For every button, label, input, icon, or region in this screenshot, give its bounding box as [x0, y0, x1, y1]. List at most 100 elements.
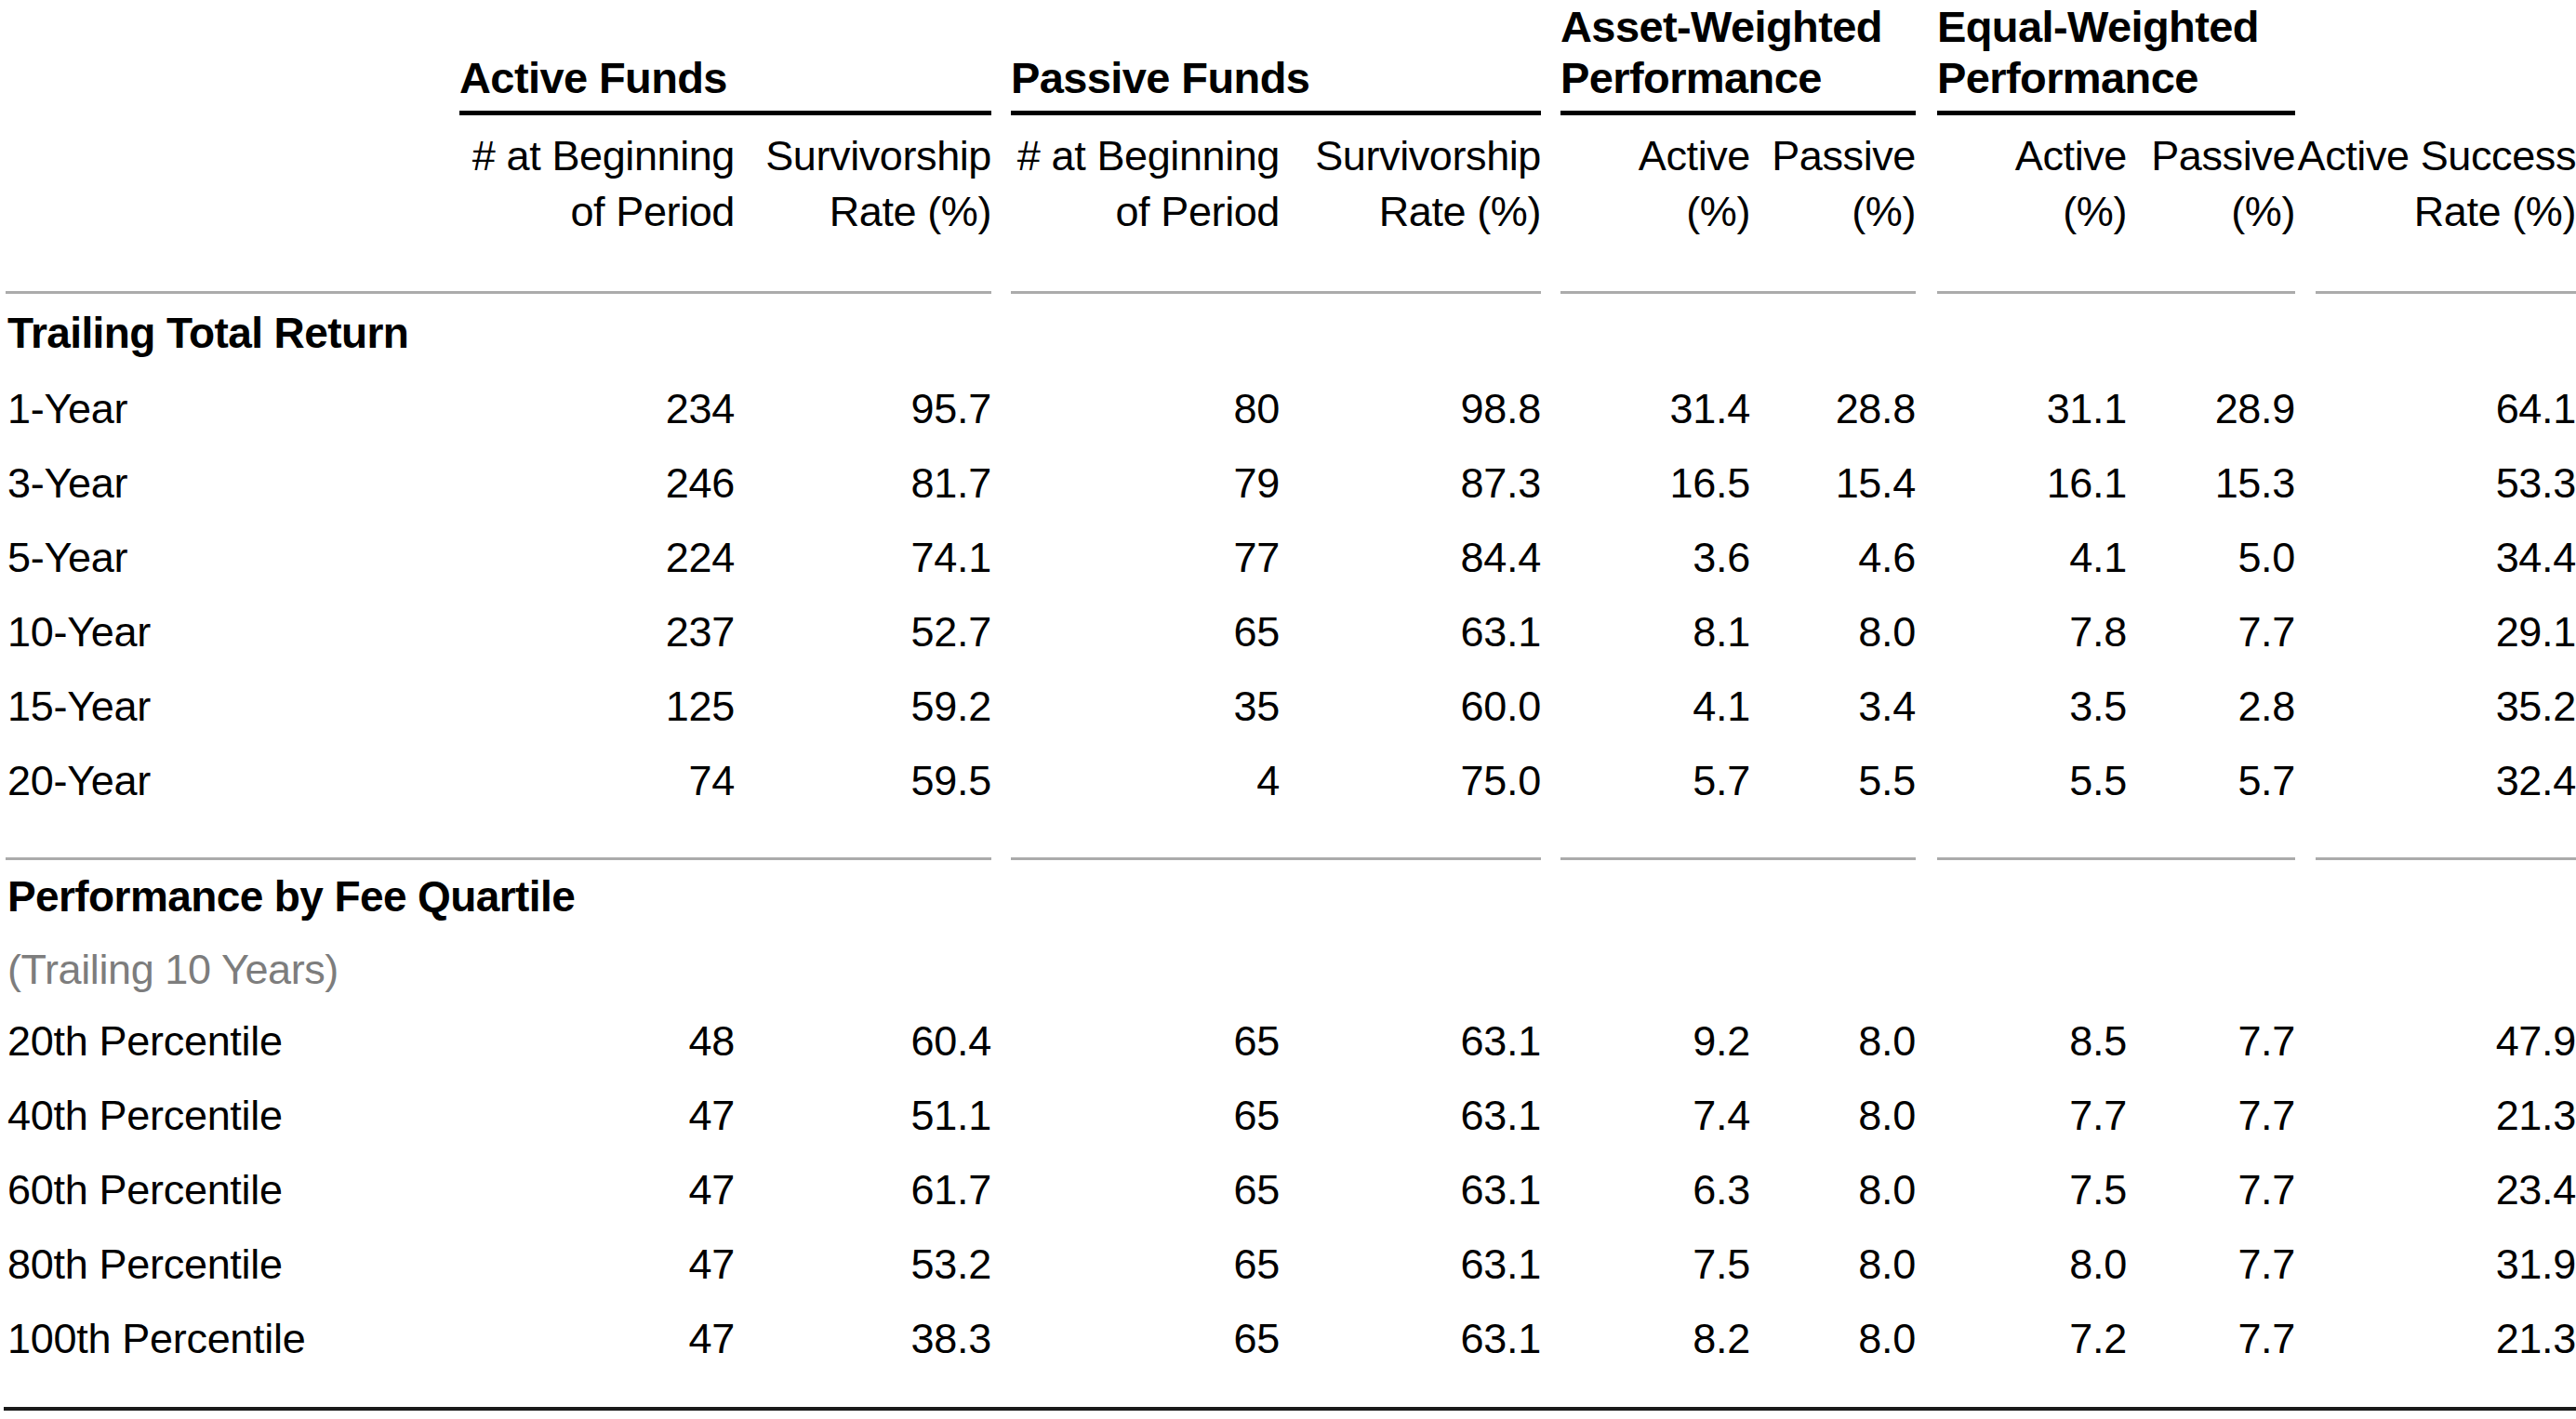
- table-row: 20-Year7459.5475.05.75.55.55.732.4: [0, 744, 2576, 818]
- metric-cell: 29.1: [2295, 595, 2576, 670]
- metric-cell: 7.2: [1916, 1302, 2127, 1376]
- column-header-line: Active Success: [2295, 128, 2576, 184]
- group-title-line: Equal-Weighted: [1937, 1, 2295, 52]
- metric-cell: 48: [446, 1004, 735, 1079]
- metric-cell: 7.7: [2127, 1079, 2295, 1153]
- metric-cell: 34.4: [2295, 521, 2576, 595]
- group-title-line: Asset-Weighted: [1560, 1, 1916, 52]
- metric-cell: 8.0: [1750, 1153, 1916, 1227]
- table-body: Trailing Total Return1-Year23495.78098.8…: [0, 294, 2576, 1407]
- metric-cell: 5.7: [2127, 744, 2295, 818]
- table-bottom-rule: [4, 1407, 2576, 1411]
- metric-cell: 237: [446, 595, 735, 670]
- metric-cell: 52.7: [735, 595, 991, 670]
- metric-cell: 74: [446, 744, 735, 818]
- row-label: 20-Year: [0, 744, 446, 818]
- metric-cell: 23.4: [2295, 1153, 2576, 1227]
- table-row: 1-Year23495.78098.831.428.831.128.964.1: [0, 372, 2576, 446]
- metric-cell: 234: [446, 372, 735, 446]
- column-header-line: Passive: [1750, 128, 1916, 184]
- metric-cell: 3.6: [1541, 521, 1750, 595]
- corner-cell: [0, 0, 446, 115]
- metric-cell: 47: [446, 1302, 735, 1376]
- column-header-line: of Period: [446, 184, 735, 240]
- metric-cell: 59.5: [735, 744, 991, 818]
- metric-cell: 15.3: [2127, 446, 2295, 521]
- metric-cell: 7.5: [1916, 1153, 2127, 1227]
- metric-cell: 75.0: [1280, 744, 1541, 818]
- metric-cell: 47: [446, 1079, 735, 1153]
- column-header: # at Beginning of Period: [991, 115, 1280, 294]
- metric-cell: 21.3: [2295, 1079, 2576, 1153]
- metric-cell: 60.4: [735, 1004, 991, 1079]
- metric-cell: 4.1: [1916, 521, 2127, 595]
- metric-cell: 63.1: [1280, 1004, 1541, 1079]
- metric-cell: 7.7: [2127, 1227, 2295, 1302]
- group-active-funds: Active Funds: [446, 0, 991, 115]
- group-title-line: Passive Funds: [1011, 52, 1541, 103]
- metric-cell: 60.0: [1280, 670, 1541, 744]
- metric-cell: 5.5: [1916, 744, 2127, 818]
- metric-cell: 63.1: [1280, 1079, 1541, 1153]
- column-header-line: # at Beginning: [446, 128, 735, 184]
- metric-cell: 224: [446, 521, 735, 595]
- metric-cell: 53.2: [735, 1227, 991, 1302]
- metric-cell: 2.8: [2127, 670, 2295, 744]
- group-equal-weighted: Equal-Weighted Performance: [1916, 0, 2295, 115]
- column-header: Passive (%): [1750, 115, 1916, 294]
- metric-cell: 7.7: [2127, 595, 2295, 670]
- column-header-line: (%): [1541, 184, 1750, 240]
- metric-cell: 6.3: [1541, 1153, 1750, 1227]
- header-rule-segment: [1937, 291, 2295, 294]
- empty-subheader-cell: [0, 115, 446, 294]
- metric-cell: 47: [446, 1227, 735, 1302]
- metric-cell: 4: [991, 744, 1280, 818]
- table-row: 80th Percentile4753.26563.17.58.08.07.73…: [0, 1227, 2576, 1302]
- section-subtitle: (Trailing 10 Years): [0, 935, 2576, 1004]
- metric-cell: 64.1: [2295, 372, 2576, 446]
- group-title-line: Performance: [1937, 52, 2295, 103]
- spacer-row: [0, 1376, 2576, 1407]
- metric-cell: 53.3: [2295, 446, 2576, 521]
- group-passive-funds: Passive Funds: [991, 0, 1541, 115]
- metric-cell: 28.9: [2127, 372, 2295, 446]
- header-rule-segment: [2316, 291, 2576, 294]
- metric-cell: 47: [446, 1153, 735, 1227]
- metric-cell: 59.2: [735, 670, 991, 744]
- group-header-row: Active Funds Passive Funds Asset-Weighte…: [0, 0, 2576, 115]
- metric-cell: 21.3: [2295, 1302, 2576, 1376]
- column-header: Active (%): [1541, 115, 1750, 294]
- column-header: Active Success Rate (%): [2295, 115, 2576, 294]
- metric-cell: 125: [446, 670, 735, 744]
- metric-cell: 65: [991, 1079, 1280, 1153]
- column-header-line: Active: [1916, 128, 2127, 184]
- group-asset-weighted: Asset-Weighted Performance: [1541, 0, 1916, 115]
- metric-cell: 8.0: [1750, 1227, 1916, 1302]
- metric-cell: 15.4: [1750, 446, 1916, 521]
- column-header: # at Beginning of Period: [446, 115, 735, 294]
- metric-cell: 7.5: [1541, 1227, 1750, 1302]
- metric-cell: 7.8: [1916, 595, 2127, 670]
- column-header-line: (%): [1750, 184, 1916, 240]
- metric-cell: 31.4: [1541, 372, 1750, 446]
- fund-performance-table: Active Funds Passive Funds Asset-Weighte…: [0, 0, 2576, 1407]
- metric-cell: 8.0: [1750, 1302, 1916, 1376]
- metric-cell: 65: [991, 1153, 1280, 1227]
- metric-cell: 28.8: [1750, 372, 1916, 446]
- metric-cell: 35: [991, 670, 1280, 744]
- group-spacer: [2295, 0, 2576, 115]
- table-row: 15-Year12559.23560.04.13.43.52.835.2: [0, 670, 2576, 744]
- row-label: 3-Year: [0, 446, 446, 521]
- metric-cell: 8.0: [1750, 1079, 1916, 1153]
- column-header-line: # at Beginning: [991, 128, 1280, 184]
- metric-cell: 7.7: [2127, 1153, 2295, 1227]
- metric-cell: 98.8: [1280, 372, 1541, 446]
- metric-cell: 8.1: [1541, 595, 1750, 670]
- group-title-line: Performance: [1560, 52, 1916, 103]
- column-header-line: of Period: [991, 184, 1280, 240]
- row-label: 10-Year: [0, 595, 446, 670]
- metric-cell: 7.4: [1541, 1079, 1750, 1153]
- metric-cell: 16.1: [1916, 446, 2127, 521]
- column-header-line: Rate (%): [2295, 184, 2576, 240]
- section-rule-segment: [6, 857, 991, 860]
